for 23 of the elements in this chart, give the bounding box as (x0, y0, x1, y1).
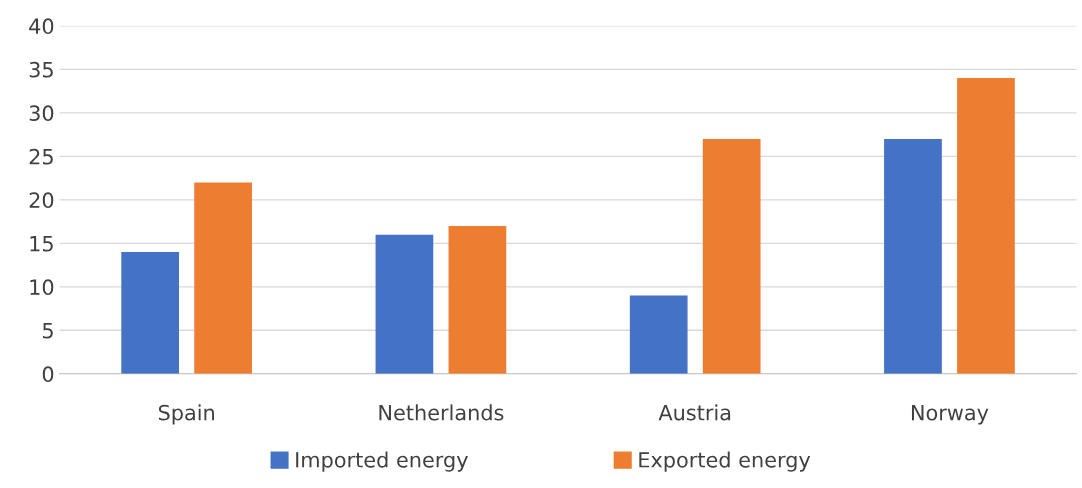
y-tick-label: 10 (30, 279, 54, 296)
y-tick-label: 15 (30, 236, 53, 252)
bar (629, 295, 688, 374)
x-tick-label: Austria (658, 404, 731, 421)
x-tick-label: Netherlands (379, 404, 504, 421)
y-tick-label: 5 (43, 323, 53, 339)
y-tick-label: 30 (29, 105, 54, 122)
bar (121, 252, 180, 374)
bar (375, 234, 434, 374)
y-tick-label: 0 (42, 366, 54, 383)
bar (702, 138, 761, 374)
bar (957, 78, 1015, 374)
x-tick-label: Norway (911, 405, 989, 425)
bar (448, 225, 507, 374)
bar (194, 182, 252, 374)
legend-label: Exported energy (639, 451, 811, 472)
bar (884, 138, 942, 374)
y-tick-label: 25 (29, 148, 53, 165)
y-tick-label: 40 (29, 18, 54, 35)
y-tick-label: 35 (29, 61, 53, 78)
x-tick-label: Spain (158, 404, 214, 425)
y-tick-label: 20 (29, 192, 54, 209)
legend-label: Imported energy (296, 451, 468, 472)
